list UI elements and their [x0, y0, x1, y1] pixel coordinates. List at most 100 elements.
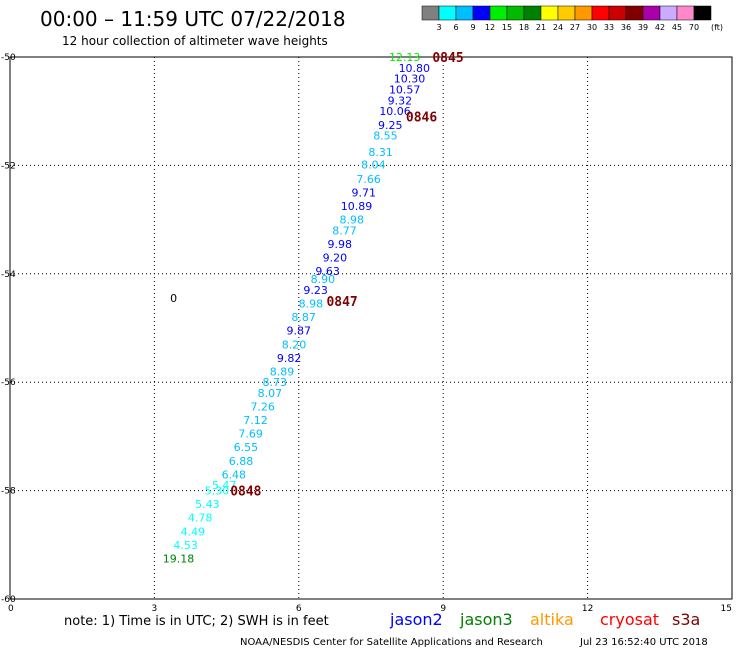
wave-height-point: 10.06: [379, 105, 411, 118]
wave-height-point: 10.80: [399, 62, 431, 75]
wave-height-point: 7.66: [356, 173, 381, 186]
wave-height-point: 9.32: [388, 94, 413, 107]
wave-height-point: 6.48: [222, 468, 247, 481]
plot-frame: [9, 56, 733, 600]
y-tick-label: -58: [1, 487, 16, 497]
grid-lines: [10, 57, 732, 599]
wave-height-point: 8.73: [262, 376, 287, 389]
legend-swatch: [642, 5, 661, 21]
wave-height-point: 8.98: [339, 214, 364, 227]
legend-tick-label: 12: [485, 23, 495, 32]
wave-height-point: 4.78: [188, 512, 213, 525]
wave-height-point: 4.53: [173, 539, 198, 552]
legend-swatch: [540, 5, 559, 21]
legend-swatch: [574, 5, 593, 21]
time-label: 0846: [406, 111, 437, 126]
y-tick-label: -54: [1, 270, 16, 280]
wave-height-point: 4.49: [181, 525, 206, 538]
legend-swatch: [557, 5, 576, 21]
x-tick-label: 12: [582, 604, 593, 614]
wave-height-point: 10.30: [394, 73, 426, 86]
wave-height-point: 5.43: [195, 498, 220, 511]
wave-height-point: 19.18: [163, 552, 195, 565]
satellite-altika: altika: [530, 610, 574, 629]
wave-height-point: 12.13: [389, 51, 421, 64]
legend-swatch: [421, 5, 440, 21]
wave-height-point: 9.63: [315, 265, 340, 278]
chart-subtitle: 12 hour collection of altimeter wave hei…: [62, 34, 328, 48]
wave-height-point: 8.89: [270, 365, 295, 378]
y-tick-label: -50: [1, 53, 16, 63]
wave-height-point: 9.71: [352, 187, 377, 200]
x-tick-label: 3: [152, 604, 158, 614]
footer-timestamp: Jul 23 16:52:40 UTC 2018: [579, 637, 708, 648]
wave-height-point: 8.04: [361, 158, 386, 171]
wave-height-point: 9.82: [277, 352, 302, 365]
legend-tick-label: 6: [453, 23, 458, 32]
satellite-cryosat: cryosat: [600, 610, 659, 629]
legend-tick-label: 36: [621, 23, 631, 32]
satellite-s3a: s3a: [672, 610, 700, 629]
x-tick-label: 6: [296, 604, 302, 614]
wave-height-point: 9.25: [378, 119, 403, 132]
legend-tick-label: 18: [519, 23, 529, 32]
legend-tick-label: 24: [553, 23, 563, 32]
x-tick-label: 0: [8, 604, 14, 614]
x-tick-label: 9: [440, 604, 446, 614]
legend-swatch: [625, 5, 644, 21]
wave-height-point: 5.30: [205, 485, 230, 498]
wave-height-point: 10.89: [341, 200, 373, 213]
y-tick-label: -56: [1, 378, 16, 388]
wave-height-point: 8.77: [332, 224, 357, 237]
legend-swatch: [676, 5, 695, 21]
legend-swatch: [591, 5, 610, 21]
wave-height-point: 6.55: [234, 441, 259, 454]
time-label: 0845: [432, 51, 463, 66]
legend-tick-label: 30: [587, 23, 597, 32]
legend-tick-label: 45: [672, 23, 682, 32]
satellite-jason2: jason2: [389, 610, 443, 629]
wave-height-point: 7.26: [250, 401, 275, 414]
footer-note: note: 1) Time is in UTC; 2) SWH is in fe…: [64, 614, 329, 629]
wave-height-point: 8.87: [291, 311, 316, 324]
legend-unit: (ft): [711, 23, 723, 32]
legend-swatch: [523, 5, 542, 21]
wave-height-point: 7.12: [243, 414, 268, 427]
wave-height-point: 8.20: [282, 338, 307, 351]
wave-height-point: 8.31: [368, 146, 393, 159]
legend-swatch: [659, 5, 678, 21]
legend-swatch: [608, 5, 627, 21]
time-labels: 0845 0846 0847 0848: [230, 51, 463, 500]
time-label: 0847: [326, 295, 357, 310]
legend-tick-label: 15: [502, 23, 512, 32]
color-legend: 3 6 9 12 15 18 21 24 27 30 33 36 39 42 45 70 (ft): [421, 5, 723, 32]
wave-height-point: 6.88: [229, 455, 254, 468]
legend-tick-label: 33: [604, 23, 614, 32]
wave-height-point: 7.69: [238, 428, 263, 441]
axis-tick-labels: 0 3 6 9 12 15 -50 -52 -54 -56 -58 -60: [1, 53, 732, 614]
legend-swatch: [693, 5, 712, 21]
y-tick-label: -60: [1, 595, 16, 605]
y-tick-label: -52: [1, 161, 16, 171]
wave-height-point: 9.20: [323, 252, 348, 265]
extra-point-label: 0: [170, 292, 177, 305]
wave-height-point: 8.98: [299, 298, 324, 311]
wave-height-point: 10.57: [389, 84, 421, 97]
wave-height-point: 8.55: [373, 130, 398, 143]
wave-height-point: 5.47: [212, 479, 237, 492]
satellite-legend: jason2 jason3 altika cryosat s3a: [389, 610, 700, 629]
x-tick-label: 15: [721, 604, 732, 614]
legend-swatch: [455, 5, 474, 21]
legend-tick-label: 39: [638, 23, 648, 32]
legend-tick-label: 42: [655, 23, 665, 32]
legend-tick-label: 21: [536, 23, 546, 32]
time-label: 0848: [230, 485, 261, 500]
legend-tick-label: 9: [470, 23, 475, 32]
chart-title: 00:00 – 11:59 UTC 07/22/2018: [40, 7, 346, 31]
wave-height-point: 8.90: [311, 273, 336, 286]
wave-height-point: 9.23: [303, 284, 328, 297]
wave-height-point: 8.07: [258, 387, 283, 400]
wave-height-point: 9.98: [327, 238, 352, 251]
